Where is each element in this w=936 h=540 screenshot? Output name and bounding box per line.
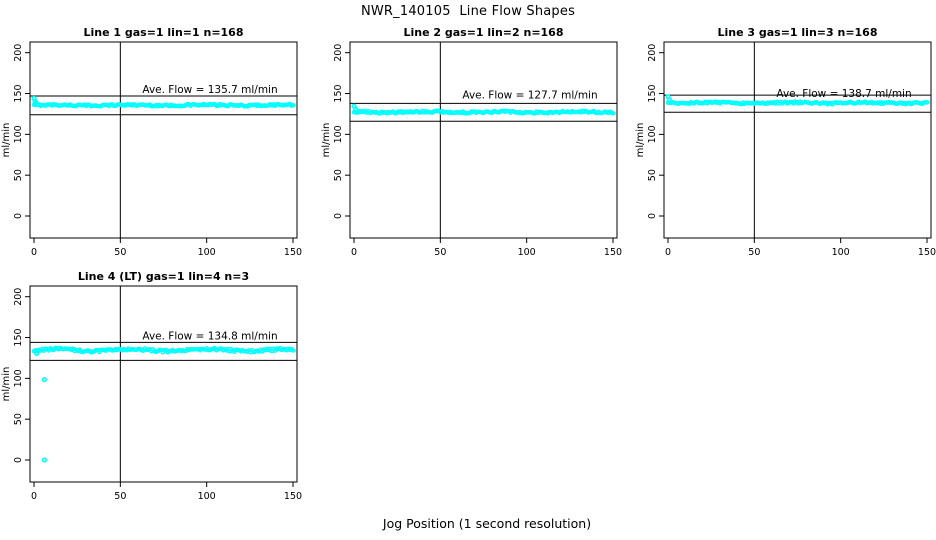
data-point: [33, 350, 40, 357]
y-tick-label: 100: [647, 125, 658, 143]
x-tick-label: 0: [351, 247, 357, 258]
subplot-title: Line 3 gas=1 lin=3 n=168: [717, 26, 877, 39]
y-tick-label: 150: [647, 84, 658, 102]
y-tick-label: 0: [647, 213, 658, 219]
data-points: [351, 103, 616, 116]
x-tick-label: 150: [284, 247, 302, 258]
x-tick-label: 50: [434, 247, 446, 258]
x-tick-label: 100: [198, 247, 216, 258]
data-point: [41, 457, 48, 463]
ave-flow-label: Ave. Flow = 127.7 ml/min: [462, 90, 597, 102]
y-tick-label: 50: [647, 169, 658, 181]
ave-flow-label: Ave. Flow = 135.7 ml/min: [142, 84, 277, 96]
data-point: [41, 377, 48, 383]
data-point: [33, 100, 39, 106]
subplot-title: Line 1 gas=1 lin=1 n=168: [83, 26, 243, 39]
page-title: NWR_140105 Line Flow Shapes: [360, 4, 576, 19]
plot-box: [29, 41, 298, 239]
data-point: [352, 106, 359, 112]
y-tick-label: 0: [13, 457, 24, 463]
y-tick-label: 0: [13, 213, 24, 219]
y-tick-label: 200: [13, 288, 24, 306]
plot-box: [29, 285, 298, 483]
y-tick-label: 200: [647, 44, 658, 62]
y-axis-label: ml/min: [321, 123, 332, 158]
x-tick-label: 100: [518, 247, 536, 258]
x-axis-label: Jog Position (1 second resolution): [382, 516, 592, 531]
x-tick-label: 50: [114, 491, 126, 502]
ave-flow-label: Ave. Flow = 134.8 ml/min: [142, 330, 277, 342]
data-point: [290, 348, 296, 353]
data-point: [465, 110, 471, 116]
y-tick-label: 150: [13, 328, 24, 346]
y-tick-label: 200: [333, 44, 344, 62]
y-axis-label: ml/min: [1, 367, 12, 402]
data-point: [157, 347, 162, 353]
x-tick-label: 0: [31, 247, 37, 258]
ave-flow-label: Ave. Flow = 138.7 ml/min: [776, 88, 911, 100]
x-tick-label: 100: [198, 491, 216, 502]
y-axis-label: ml/min: [1, 123, 12, 158]
y-tick-label: 200: [13, 44, 24, 62]
x-tick-label: 150: [918, 247, 936, 258]
x-tick-label: 100: [832, 247, 850, 258]
y-tick-label: 50: [13, 413, 24, 425]
y-axis-label: ml/min: [635, 123, 646, 158]
y-tick-label: 100: [13, 125, 24, 143]
data-point: [924, 100, 930, 105]
y-tick-label: 50: [333, 169, 344, 181]
data-point: [610, 111, 616, 116]
subplot-line-4: 0 50 100 150 0 50 100 150 200 ml/min Line 4 (LT) g…: [1, 270, 302, 502]
y-tick-label: 150: [13, 84, 24, 102]
x-tick-label: 50: [114, 247, 126, 258]
y-tick-label: 100: [333, 125, 344, 143]
x-tick-label: 150: [604, 247, 622, 258]
x-tick-label: 0: [665, 247, 671, 258]
y-tick-label: 0: [333, 213, 344, 219]
data-point: [290, 102, 296, 108]
data-points: [665, 94, 930, 107]
subplot-title: Line 4 (LT) gas=1 lin=4 n=3: [78, 270, 249, 283]
plot-box: [349, 41, 618, 239]
data-points: [31, 95, 296, 109]
data-points: [31, 345, 296, 463]
y-tick-label: 50: [13, 169, 24, 181]
x-tick-label: 150: [284, 491, 302, 502]
y-tick-label: 100: [13, 369, 24, 387]
data-point: [666, 96, 673, 103]
x-tick-label: 0: [31, 491, 37, 502]
subplot-line-3: 0 50 100 150 0 50 100 150 200 ml/min Line 3 gas=1 …: [635, 26, 936, 258]
subplot-line-1: 0 50 100 150 0 50 100 150 200 ml/min Line 1 gas=1 …: [1, 26, 302, 258]
x-tick-label: 50: [748, 247, 760, 258]
subplot-line-2: 0 50 100 150 0 50 100 150 200 ml/min Line 2 gas=1 …: [321, 26, 622, 258]
y-tick-label: 150: [333, 84, 344, 102]
plot-box: [663, 41, 932, 239]
subplot-title: Line 2 gas=1 lin=2 n=168: [403, 26, 563, 39]
